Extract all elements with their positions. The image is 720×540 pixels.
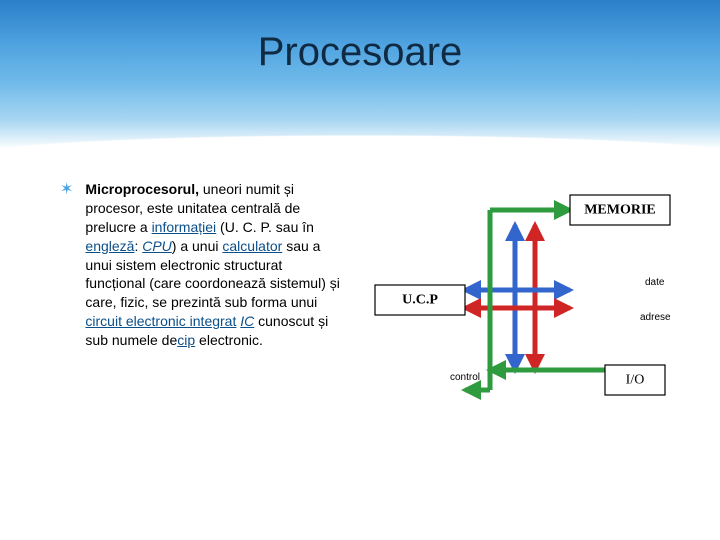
slide-title: Procesoare — [0, 30, 720, 75]
link-engleza: engleză — [85, 238, 134, 254]
diagram-column: MEMORIE U.C.P I/O date adrese control — [360, 180, 680, 510]
link-informatiei: informației — [152, 219, 217, 235]
link-cip: cip — [177, 332, 195, 348]
bullet-star-icon: ✶ — [60, 180, 73, 200]
slide-content: ✶ Microprocesorul, uneori numit și proce… — [60, 180, 680, 510]
bold-term: Microprocesorul, — [85, 181, 199, 197]
diagram-node-label: U.C.P — [402, 293, 438, 308]
diagram-label: date — [645, 277, 665, 288]
slide-header: Procesoare — [0, 0, 720, 150]
diagram-node-label: I/O — [626, 373, 645, 388]
cpu-diagram: MEMORIE U.C.P I/O date adrese control — [370, 190, 680, 410]
bullet-item: ✶ Microprocesorul, uneori numit și proce… — [60, 180, 340, 350]
diagram-label: control — [450, 372, 480, 383]
link-ic: IC — [240, 313, 254, 329]
link-cpu: CPU — [142, 238, 172, 254]
link-circuit: circuit electronic integrat — [85, 313, 236, 329]
link-calculator: calculator — [222, 238, 282, 254]
diagram-node-label: MEMORIE — [584, 203, 656, 218]
body-paragraph: Microprocesorul, uneori numit și proceso… — [85, 180, 340, 350]
diagram-label: adrese — [640, 312, 671, 323]
text-column: ✶ Microprocesorul, uneori numit și proce… — [60, 180, 360, 510]
